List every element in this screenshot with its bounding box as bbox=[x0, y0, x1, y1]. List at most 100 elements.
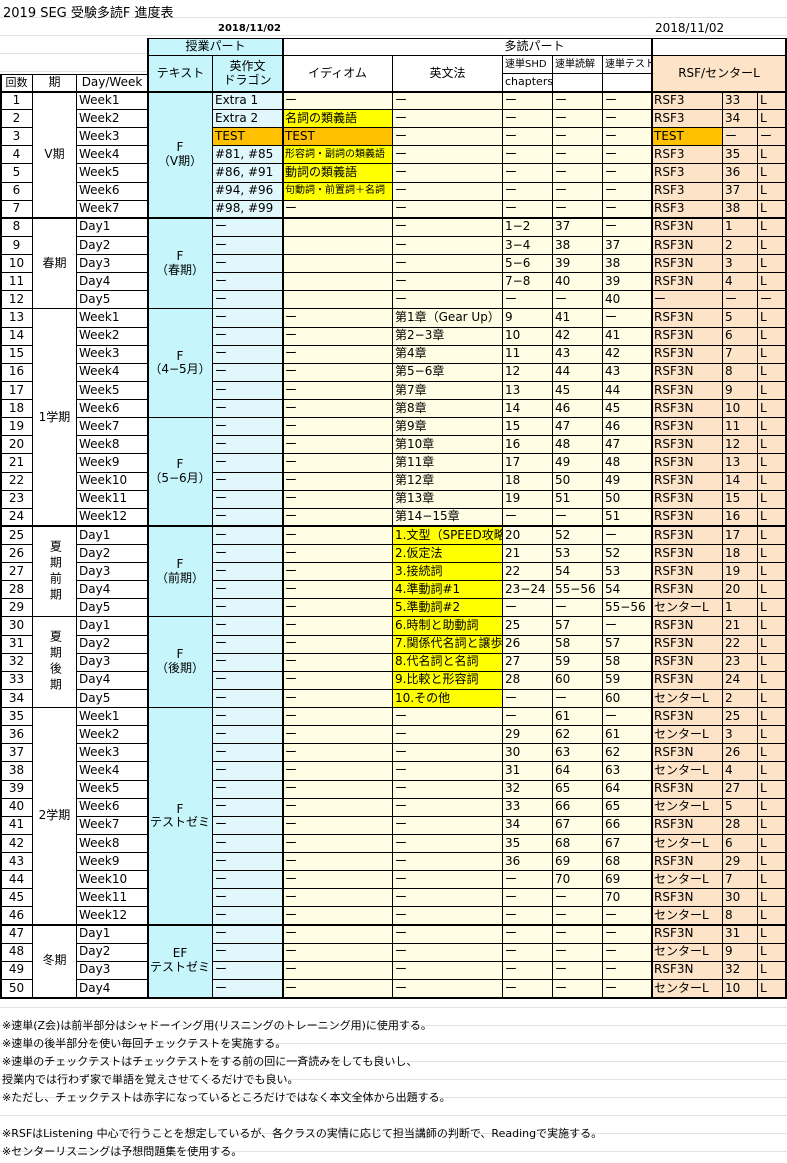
rsf-level: L bbox=[758, 563, 787, 582]
rsf-level-text: L bbox=[760, 455, 767, 470]
row-number-text: 28 bbox=[8, 581, 25, 596]
shd: 13 bbox=[503, 381, 553, 401]
day-week-text: Week6 bbox=[79, 799, 120, 814]
test: 67 bbox=[603, 834, 652, 854]
text-group-text: （5−6月） bbox=[149, 471, 211, 486]
test: 49 bbox=[603, 472, 652, 491]
rsf-number-text: 23 bbox=[725, 654, 741, 669]
rsf-level-text: L bbox=[760, 636, 767, 651]
rsf-number-text: 37 bbox=[725, 183, 741, 198]
rsf-level-text: ー bbox=[760, 291, 773, 306]
shd-text: ー bbox=[505, 926, 518, 941]
idiom-text: ー bbox=[285, 382, 298, 397]
shd: 16 bbox=[503, 436, 553, 455]
rsf-number: 2 bbox=[723, 689, 758, 709]
border-line bbox=[0, 924, 787, 927]
row-number: 49 bbox=[0, 961, 33, 980]
grammar: ー bbox=[393, 871, 503, 890]
idiom: ー bbox=[283, 979, 393, 998]
dragon: ー bbox=[213, 381, 283, 401]
test-text: 40 bbox=[605, 291, 621, 306]
rsf-level: L bbox=[758, 889, 787, 908]
shd-text: 34 bbox=[505, 817, 521, 832]
dragon-text: ー bbox=[215, 781, 228, 796]
day-week-text: Week2 bbox=[79, 726, 120, 741]
dokkai: 42 bbox=[553, 327, 603, 346]
dragon: ー bbox=[213, 943, 283, 962]
test: ー bbox=[603, 110, 652, 129]
row-number-text: 23 bbox=[8, 491, 25, 506]
shd: 30 bbox=[503, 744, 553, 763]
day-week: Week8 bbox=[77, 436, 148, 455]
idiom: ー bbox=[283, 545, 393, 564]
dokkai: 60 bbox=[553, 671, 603, 690]
rsf-level: L bbox=[758, 925, 787, 944]
test-text: 57 bbox=[605, 636, 621, 651]
day-week: Week4 bbox=[77, 363, 148, 382]
rsf: RSF3N bbox=[652, 853, 723, 872]
rsf-text: RSF3N bbox=[654, 817, 694, 832]
day-week: Day1 bbox=[77, 218, 148, 237]
text-group-text: F bbox=[176, 556, 184, 571]
grammar-text: 第9章 bbox=[395, 418, 427, 433]
shd-text: ー bbox=[505, 908, 518, 923]
test: 52 bbox=[603, 545, 652, 564]
rsf-level: L bbox=[758, 744, 787, 763]
rsf-level: L bbox=[758, 617, 787, 636]
idiom: ー bbox=[283, 363, 393, 382]
rsf-text: センターL bbox=[654, 690, 709, 705]
rsf-text: センターL bbox=[654, 726, 709, 741]
text-group: EF テストゼミ bbox=[148, 925, 213, 998]
rsf-level: L bbox=[758, 943, 787, 962]
dokkai: 44 bbox=[553, 363, 603, 382]
rsf-number: 8 bbox=[723, 907, 758, 926]
shd: 27 bbox=[503, 653, 553, 672]
test: 43 bbox=[603, 363, 652, 382]
day-week-text: Day1 bbox=[79, 219, 111, 234]
text-group-text: テストゼミ bbox=[150, 960, 211, 975]
rsf-number-text: 16 bbox=[725, 509, 741, 524]
test: 70 bbox=[603, 889, 652, 908]
rsf-level-text: L bbox=[760, 926, 767, 941]
row-number: 48 bbox=[0, 943, 33, 962]
row-number: 13 bbox=[0, 309, 33, 328]
dokkai: 68 bbox=[553, 834, 603, 854]
dragon-text: ー bbox=[215, 436, 228, 451]
idiom: ー bbox=[283, 762, 393, 781]
rsf: RSF3N bbox=[652, 961, 723, 980]
test: ー bbox=[603, 708, 652, 727]
row-number-text: 37 bbox=[8, 744, 25, 759]
idiom: ー bbox=[283, 563, 393, 582]
day-week-text: Week2 bbox=[79, 110, 120, 125]
day-week: Week2 bbox=[77, 726, 148, 745]
text-group-text: EF bbox=[172, 946, 188, 961]
row-number: 3 bbox=[0, 128, 33, 147]
dokkai: 64 bbox=[553, 762, 603, 781]
border-line bbox=[0, 217, 787, 220]
shd: 11 bbox=[503, 345, 553, 364]
rsf-number-text: 18 bbox=[725, 545, 741, 560]
dokkai-text: 59 bbox=[555, 654, 571, 669]
dokkai-text: ー bbox=[555, 291, 568, 306]
note: ※速単(Z会)は前半部分はシャドーイング用(リスニングのトレーニング用)に使用す… bbox=[2, 1019, 432, 1032]
shd-text: 33 bbox=[505, 799, 521, 814]
row-number: 37 bbox=[0, 744, 33, 763]
rsf-number: 28 bbox=[723, 816, 758, 835]
shd-text: ー bbox=[505, 600, 518, 615]
day-week: Week1 bbox=[77, 309, 148, 328]
dragon: ー bbox=[213, 236, 283, 256]
rsf-text: RSF3 bbox=[654, 147, 685, 162]
rsf-number-text: 5 bbox=[725, 310, 733, 325]
rsf-level-text: L bbox=[760, 708, 767, 723]
idiom-text: ー bbox=[285, 744, 298, 759]
grammar-text: 第4章 bbox=[395, 346, 427, 361]
grammar: ー bbox=[393, 780, 503, 799]
day-week: Day5 bbox=[77, 291, 148, 310]
day-week-text: Day3 bbox=[79, 654, 111, 669]
dragon: #86, #91 bbox=[213, 164, 283, 183]
rsf-number-text: 4 bbox=[725, 273, 733, 288]
dragon-text: ー bbox=[215, 455, 228, 470]
grammar: ー bbox=[393, 708, 503, 727]
dokkai: ー bbox=[553, 291, 603, 310]
rsf-level: L bbox=[758, 508, 787, 527]
